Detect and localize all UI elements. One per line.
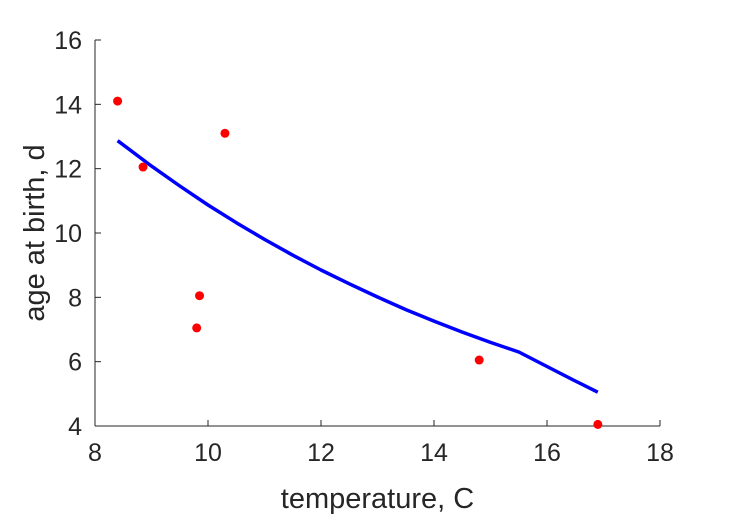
data-point [474,355,484,365]
data-point [138,162,148,172]
x-tick-label: 12 [307,439,335,467]
data-point [113,96,123,106]
y-tick-label: 4 [68,413,82,441]
fit-curve [116,139,599,394]
x-tick-label: 18 [646,439,674,467]
y-tick-label: 12 [54,156,82,184]
x-tick-label: 8 [88,439,102,467]
y-tick-label: 8 [68,284,82,312]
y-ticks: 4 6 8 10 12 14 16 [54,27,101,441]
data-point [192,323,202,333]
y-tick-label: 14 [54,91,82,119]
y-axis-label: age at birth, d [19,144,51,321]
y-tick-label: 6 [68,349,82,377]
x-tick-label: 14 [420,439,448,467]
axes [94,40,660,427]
y-tick-label: 10 [54,220,82,248]
x-tick-label: 16 [533,439,561,467]
data-point [220,128,230,138]
series-layer [113,96,603,429]
y-tick-label: 16 [54,27,82,55]
x-tick-label: 10 [194,439,222,467]
x-ticks: 8 10 12 14 16 18 [88,420,674,467]
data-point [593,419,603,429]
data-point [195,291,205,301]
x-axis-label: temperature, C [281,483,474,515]
